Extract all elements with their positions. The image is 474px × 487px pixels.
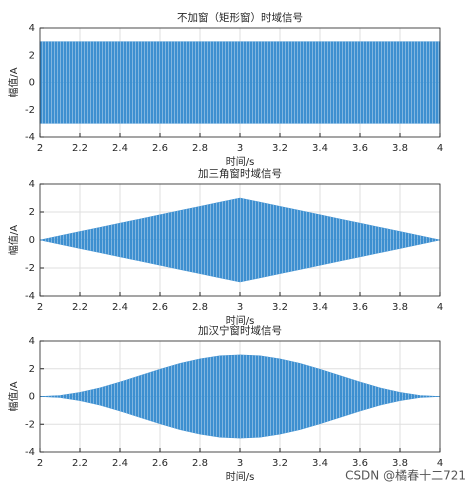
- x-tick-label: 2.6: [152, 302, 168, 313]
- x-tick-label: 2.2: [72, 143, 88, 154]
- y-axis-label: 幅值/A: [7, 381, 20, 411]
- x-tick-label: 2.8: [192, 302, 208, 313]
- x-tick-label: 3.4: [312, 458, 328, 469]
- x-tick-label: 2.4: [112, 458, 128, 469]
- x-tick-label: 2.8: [192, 458, 208, 469]
- signal-texture: [40, 41, 440, 83]
- subplot: -4 -2 0 2 4 2 2.2 2.4 2.6 2.8 3 3.2 3.4 3.6 3.8 4 加汉宁窗时域…: [7, 324, 443, 483]
- subplot: -4 -2 0 2 4 2 2.2 2.4 2.6 2.8 3 3.2 3.4 3.6 3.8 4 不加窗（矩形…: [7, 11, 443, 168]
- axes-box: [39, 183, 441, 297]
- signal-texture: [40, 82, 440, 124]
- y-tick-label: 0: [29, 392, 35, 403]
- axes-box: [39, 27, 441, 138]
- y-tick-label: -2: [25, 263, 35, 274]
- x-tick-label: 2.2: [72, 302, 88, 313]
- x-tick-label: 3.6: [352, 143, 368, 154]
- signal-texture: [40, 396, 440, 439]
- y-tick-label: 2: [29, 50, 35, 61]
- x-tick-label: 3.6: [352, 458, 368, 469]
- y-tick-label: 4: [29, 336, 35, 347]
- x-tick-label: 3: [237, 143, 243, 154]
- x-axis-label: 时间/s: [226, 470, 255, 483]
- x-tick-label: 3.8: [392, 302, 408, 313]
- x-tick-label: 3.6: [352, 302, 368, 313]
- y-axis-label: 幅值/A: [7, 225, 20, 255]
- y-tick-label: 0: [29, 78, 35, 89]
- axes-box: [39, 340, 441, 453]
- watermark: CSDN @橘春十二721: [345, 468, 466, 483]
- x-tick-label: 2.6: [152, 458, 168, 469]
- x-tick-label: 3.8: [392, 143, 408, 154]
- chart-title: 不加窗（矩形窗）时域信号: [177, 11, 303, 24]
- x-tick-label: 2: [37, 458, 43, 469]
- x-axis-label: 时间/s: [226, 314, 255, 327]
- y-tick-label: -2: [25, 419, 35, 430]
- y-tick-label: -4: [25, 447, 35, 458]
- chart-title: 加汉宁窗时域信号: [198, 324, 282, 337]
- signal-texture: [40, 198, 440, 240]
- x-tick-label: 3.2: [272, 143, 288, 154]
- x-tick-label: 2.2: [72, 458, 88, 469]
- y-tick-label: 4: [29, 23, 35, 34]
- x-tick-label: 3: [237, 458, 243, 469]
- x-tick-label: 2.4: [112, 143, 128, 154]
- y-tick-label: 0: [29, 235, 35, 246]
- x-tick-label: 3: [237, 302, 243, 313]
- y-tick-label: -4: [25, 291, 35, 302]
- signal-texture: [40, 354, 440, 397]
- x-tick-label: 4: [437, 458, 443, 469]
- y-tick-label: 2: [29, 207, 35, 218]
- x-axis-label: 时间/s: [226, 155, 255, 168]
- y-tick-label: -4: [25, 132, 35, 143]
- y-tick-label: 4: [29, 179, 35, 190]
- x-tick-label: 3.4: [312, 302, 328, 313]
- x-tick-label: 4: [437, 143, 443, 154]
- x-tick-label: 3.2: [272, 458, 288, 469]
- x-tick-label: 2.8: [192, 143, 208, 154]
- y-axis-label: 幅值/A: [7, 67, 20, 97]
- y-tick-label: -2: [25, 105, 35, 116]
- x-tick-label: 2: [37, 143, 43, 154]
- x-tick-label: 3.2: [272, 302, 288, 313]
- x-tick-label: 4: [437, 302, 443, 313]
- x-tick-label: 2.4: [112, 302, 128, 313]
- chart-title: 加三角窗时域信号: [198, 167, 282, 180]
- x-tick-label: 2.6: [152, 143, 168, 154]
- signal-texture: [40, 240, 440, 282]
- y-tick-label: 2: [29, 364, 35, 375]
- x-tick-label: 3.4: [312, 143, 328, 154]
- x-tick-label: 3.8: [392, 458, 408, 469]
- subplot: -4 -2 0 2 4 2 2.2 2.4 2.6 2.8 3 3.2 3.4 3.6 3.8 4 加三角窗时域…: [7, 167, 443, 327]
- x-tick-label: 2: [37, 302, 43, 313]
